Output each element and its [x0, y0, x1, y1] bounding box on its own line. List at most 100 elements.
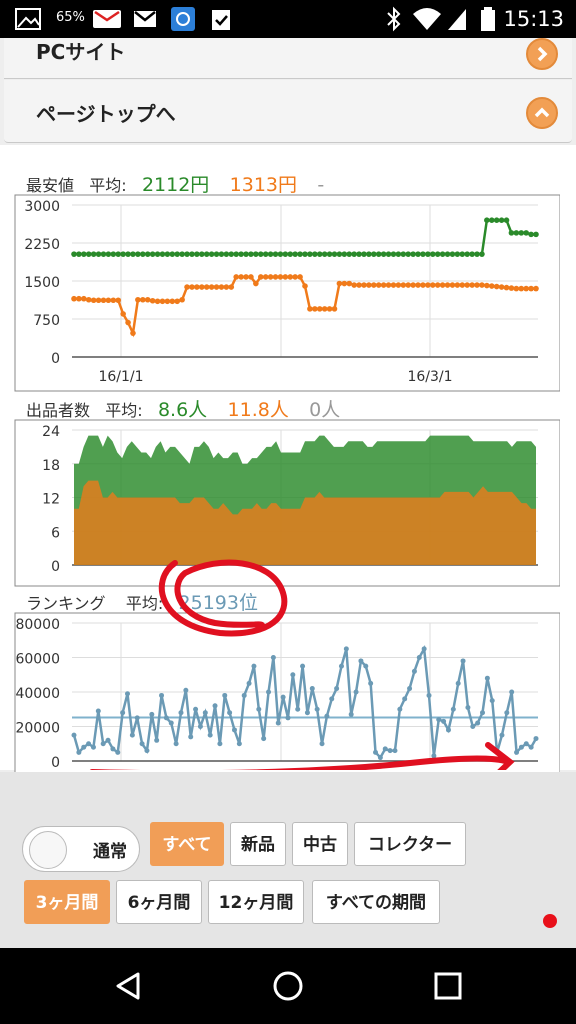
ranking-point	[348, 711, 354, 717]
price-point	[71, 251, 77, 257]
ranking-point	[343, 646, 349, 652]
price-point	[425, 282, 431, 288]
ranking-point	[183, 687, 189, 693]
ranking-point	[149, 711, 155, 717]
price-point	[307, 306, 313, 312]
price-point	[326, 251, 333, 257]
price-point	[513, 285, 520, 292]
price-point	[326, 306, 333, 312]
y-tick-label: 18	[42, 458, 60, 474]
price-point	[228, 251, 235, 257]
price-point	[100, 251, 107, 257]
price-point	[366, 282, 372, 288]
filter-new[interactable]: 新品	[230, 822, 286, 866]
ranking-point	[100, 741, 106, 747]
price-point	[312, 251, 318, 257]
ranking-point	[159, 692, 165, 698]
price-point	[434, 251, 441, 257]
chart-frame	[14, 612, 560, 775]
status-bar: 65% 15:13	[0, 0, 576, 38]
ranking-point	[241, 692, 247, 698]
price-point	[400, 282, 407, 288]
price-point	[405, 282, 412, 288]
price-avg-used: 1313円	[229, 174, 298, 196]
price-point	[120, 311, 126, 317]
price-point	[262, 274, 269, 280]
y-tick-label: 0	[51, 559, 60, 575]
price-point	[208, 251, 215, 257]
period-all[interactable]: すべての期間	[312, 880, 440, 924]
hand-annotation	[89, 559, 515, 770]
price-point	[454, 251, 461, 257]
ranking-point	[110, 746, 116, 752]
y-tick-label: 0	[51, 755, 60, 771]
price-point	[189, 284, 195, 290]
price-point	[169, 251, 176, 257]
period-12-months[interactable]: 12ヶ月間	[208, 880, 304, 924]
chevron-right-icon	[526, 38, 558, 70]
ranking-point	[373, 749, 379, 755]
home-icon[interactable]	[272, 970, 304, 1002]
price-avg-label: 平均:	[89, 176, 127, 195]
price-point	[390, 251, 397, 257]
filter-used[interactable]: 中古	[292, 822, 348, 866]
ranking-avg-value: 25193位	[178, 592, 258, 614]
ranking-point	[470, 724, 476, 729]
price-point	[267, 274, 274, 280]
price-point	[110, 297, 117, 304]
back-icon[interactable]	[112, 970, 144, 1002]
price-point	[493, 283, 500, 290]
price-point	[164, 298, 171, 305]
pc-site-link[interactable]: PCサイト	[4, 38, 572, 79]
ranking-chart: 0 20000 40000 60000 80000	[14, 612, 560, 775]
image-icon	[15, 8, 41, 30]
ranking-point	[86, 741, 92, 747]
price-point	[449, 282, 456, 288]
price-point	[366, 251, 372, 257]
ranking-point	[509, 689, 515, 695]
ranking-point	[178, 710, 184, 716]
price-point	[105, 297, 112, 304]
filter-collector[interactable]: コレクター	[354, 822, 466, 866]
price-point	[248, 274, 254, 280]
chart-frame	[14, 194, 560, 392]
price-point	[449, 251, 456, 257]
ranking-point	[266, 689, 272, 695]
price-point	[434, 282, 441, 288]
price-point	[454, 282, 461, 288]
price-point	[115, 251, 122, 257]
price-point	[213, 251, 220, 257]
period-3-months[interactable]: 3ヶ月間	[24, 880, 110, 924]
sellers-avg-new: 8.6人	[157, 399, 208, 421]
ranking-point	[251, 663, 257, 669]
price-point	[469, 282, 475, 288]
filter-all[interactable]: すべて	[150, 822, 224, 866]
ranking-point	[90, 744, 96, 750]
ranking-point	[416, 655, 422, 660]
ranking-point	[115, 749, 121, 755]
price-point	[110, 251, 117, 257]
price-point	[346, 280, 353, 287]
ranking-point	[144, 748, 150, 754]
y-tick-label: 24	[42, 424, 60, 440]
price-point	[523, 285, 529, 292]
price-point	[233, 251, 239, 257]
page-top-link[interactable]: ページトップへ	[4, 80, 572, 143]
price-point	[154, 251, 161, 257]
price-point	[253, 251, 259, 257]
period-6-months[interactable]: 6ヶ月間	[116, 880, 202, 924]
ranking-point	[280, 694, 286, 700]
ranking-point	[139, 741, 145, 747]
ranking-point	[188, 734, 194, 740]
price-point	[429, 282, 436, 288]
price-point	[203, 251, 210, 257]
sellers-area-0	[74, 480, 536, 565]
ranking-point	[484, 675, 490, 681]
price-point	[429, 251, 436, 257]
price-point	[395, 282, 402, 288]
price-point	[95, 297, 102, 304]
normal-toggle[interactable]: 通常	[22, 826, 140, 872]
sellers-chart: 0 6 12 18 24	[14, 419, 560, 587]
price-point	[76, 295, 82, 302]
recents-icon[interactable]	[432, 970, 464, 1002]
